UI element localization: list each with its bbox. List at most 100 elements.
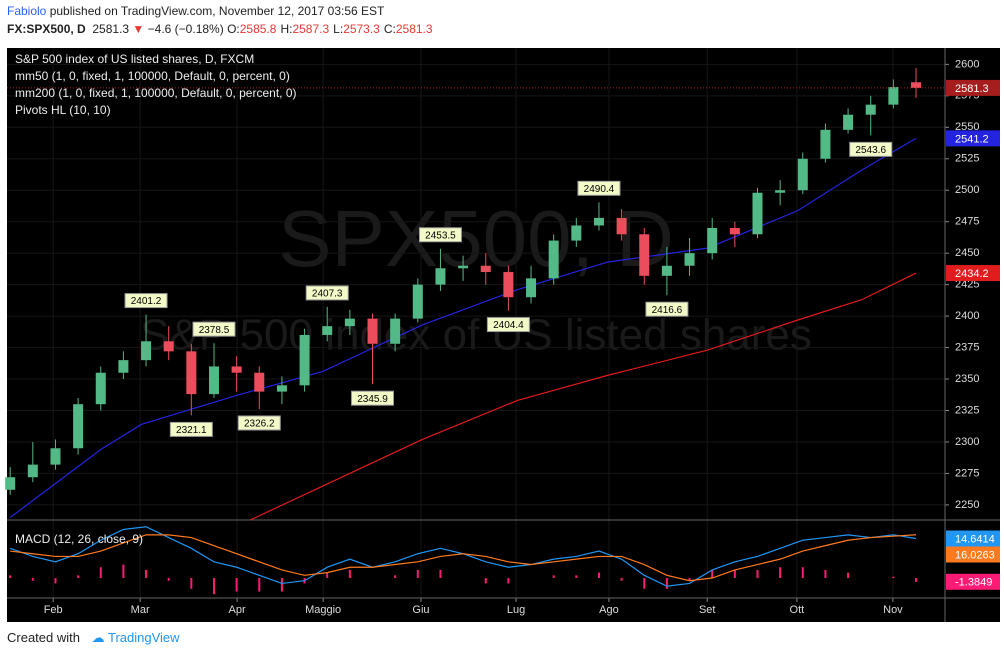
pivot-box <box>418 227 462 243</box>
pivot-box <box>351 390 395 406</box>
candle-body <box>503 272 514 298</box>
published: published on TradingView.com, November 1… <box>49 4 385 18</box>
price-tag-label: -1.3849 <box>955 577 992 589</box>
macd-histogram-bar <box>439 569 442 579</box>
pivot-label: 2490.4 <box>584 184 615 195</box>
pivot-box <box>849 141 893 157</box>
macd-histogram-bar <box>915 578 918 582</box>
x-tick-label: Maggio <box>305 604 341 616</box>
y-tick-label: 2300 <box>955 436 979 448</box>
price-tag <box>946 130 1000 147</box>
y-tick-label: 2375 <box>955 341 979 353</box>
candle-body <box>254 372 265 392</box>
pivot-box <box>577 180 621 196</box>
ohlc-value: 2587.3 <box>292 22 330 36</box>
pivot-box <box>645 301 689 317</box>
y-tick-label: 2550 <box>955 121 979 133</box>
symbol: FX:SPX500, D <box>7 22 86 36</box>
symbol-line: FX:SPX500, D 2581.3 ▼ −4.6 (−0.18%) O:25… <box>7 22 437 36</box>
macd-histogram-bar <box>416 569 419 579</box>
x-tick-label: Lug <box>507 604 525 616</box>
candle-body <box>820 129 831 159</box>
macd-histogram-bar <box>643 578 646 589</box>
macd-line <box>10 534 917 582</box>
candle-body <box>50 448 61 465</box>
pivot-label: 2378.5 <box>199 325 230 336</box>
ohlc-key: O: <box>227 22 240 36</box>
candle-body <box>526 278 537 298</box>
candle-body <box>276 385 287 392</box>
candle-body <box>548 240 559 279</box>
candle-body <box>480 265 491 273</box>
watermark: S&P 500 index of US listed shares <box>140 311 812 360</box>
price-tag <box>946 546 1000 563</box>
candle-body <box>729 227 740 235</box>
price-tag-label: 14.6414 <box>955 533 995 545</box>
y-tick-label: 2400 <box>955 310 979 322</box>
macd-histogram-bar <box>31 578 34 581</box>
footer: Created with ☁ TradingView <box>7 630 180 646</box>
footer-text: Created with <box>7 630 80 645</box>
brand[interactable]: ☁ TradingView <box>91 630 180 645</box>
x-tick-label: Set <box>699 604 716 616</box>
y-tick-label: 2250 <box>955 499 979 511</box>
candle-body <box>661 265 672 276</box>
macd-histogram-bar <box>235 578 238 592</box>
legend-entry: mm200 (1, 0, fixed, 1, 100000, Default, … <box>15 86 297 100</box>
candle-body <box>5 477 16 490</box>
last: 2581.3 <box>92 22 130 36</box>
candle-body <box>73 404 84 449</box>
price-tag <box>946 530 1000 547</box>
macd-histogram-bar <box>507 578 510 584</box>
macd-title: MACD (12, 26, close, 9) <box>15 532 143 546</box>
candle-body <box>367 318 378 344</box>
candle-body <box>775 190 786 193</box>
price-tag <box>946 79 1000 96</box>
y-tick-label: 2450 <box>955 247 979 259</box>
y-tick-label: 2525 <box>955 153 979 165</box>
ohlc-key: L: <box>333 22 344 36</box>
y-tick-label: 2275 <box>955 467 979 479</box>
pivot-label: 2345.9 <box>357 394 388 405</box>
y-tick-label: 2325 <box>955 404 979 416</box>
macd-histogram-bar <box>9 575 12 579</box>
price-tag <box>946 265 1000 282</box>
brand-text[interactable]: TradingView <box>108 630 180 645</box>
price-tag-label: 2541.2 <box>955 133 989 145</box>
legend-entry: mm50 (1, 0, fixed, 1, 100000, Default, 0… <box>15 69 290 83</box>
ohlc-value: 2585.8 <box>239 22 277 36</box>
macd-histogram-bar <box>212 578 215 595</box>
chart-bg <box>7 48 1000 622</box>
macd-histogram-bar <box>54 578 57 584</box>
ohlc: O:2585.8 H:2587.3 L:2573.3 C:2581.3 <box>227 22 437 36</box>
candle-body <box>141 341 152 361</box>
pivot-label: 2326.2 <box>244 419 275 430</box>
author[interactable]: Fabiolo <box>7 4 47 18</box>
macd-histogram-bar <box>145 569 148 579</box>
macd-histogram-bar <box>779 567 782 579</box>
y-tick-label: 2500 <box>955 184 979 196</box>
pivot-box <box>124 293 168 309</box>
candle-body <box>118 360 129 373</box>
y-tick-label: 2600 <box>955 58 979 70</box>
candle-body <box>186 351 197 395</box>
macd-histogram-bar <box>688 578 691 581</box>
legend-entry: Pivots HL (10, 10) <box>15 103 111 117</box>
pivot-box <box>486 317 530 333</box>
pivot-label: 2453.5 <box>425 230 456 241</box>
x-tick-label: Nov <box>883 604 903 616</box>
macd-histogram-bar <box>575 575 578 579</box>
pivot-label: 2404.4 <box>493 320 524 331</box>
macd-histogram-bar <box>801 567 804 579</box>
candle-body <box>593 217 604 226</box>
candle-body <box>797 158 808 191</box>
pivot-box <box>237 415 281 431</box>
macd-histogram-bar <box>394 575 397 579</box>
pivot-label: 2407.3 <box>312 289 343 300</box>
candle-body <box>639 234 650 276</box>
macd-histogram-bar <box>597 572 600 579</box>
ohlc-value: 2573.3 <box>343 22 380 36</box>
macd-histogram-bar <box>824 569 827 579</box>
macd-histogram-bar <box>620 578 623 581</box>
candle-body <box>390 318 401 344</box>
